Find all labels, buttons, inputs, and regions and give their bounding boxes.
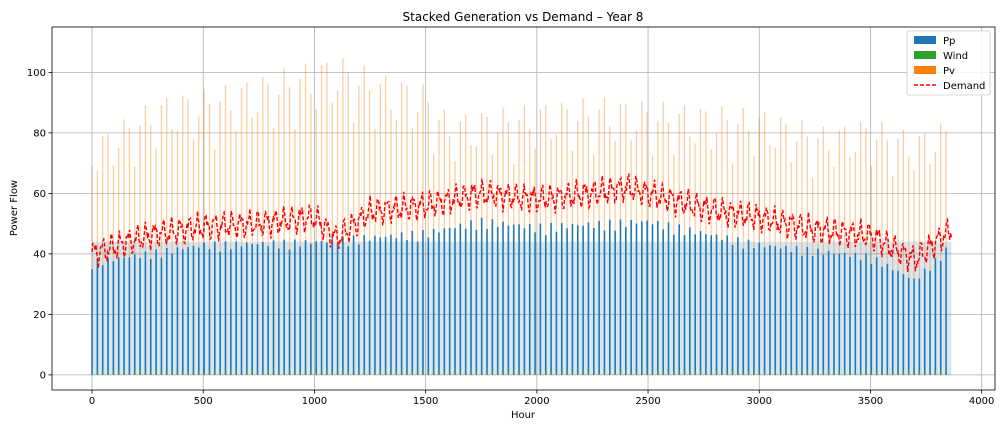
y-tick-label: 40 bbox=[33, 249, 46, 260]
bar-series-group bbox=[91, 58, 952, 375]
legend-label-pv: Pv bbox=[943, 66, 955, 77]
demand-line-group bbox=[91, 173, 953, 273]
y-tick-label: 80 bbox=[33, 128, 46, 139]
x-axis-label: Hour bbox=[511, 410, 536, 421]
x-tick-label: 500 bbox=[194, 396, 213, 407]
wind-bars bbox=[91, 370, 947, 375]
x-tick-label: 2000 bbox=[524, 396, 549, 407]
legend-swatch-pv bbox=[914, 66, 936, 74]
plot-frame bbox=[51, 26, 996, 391]
legend: Pp Wind Pv Demand bbox=[906, 30, 991, 96]
legend-box bbox=[906, 30, 991, 96]
y-axis-label: Power Flow bbox=[9, 180, 20, 236]
x-tick-label: 2500 bbox=[635, 396, 660, 407]
y-tick-label: 60 bbox=[33, 189, 46, 200]
legend-label-pp: Pp bbox=[943, 36, 955, 47]
legend-swatch-pp bbox=[914, 36, 936, 44]
x-tick-label: 3000 bbox=[747, 396, 772, 407]
x-tick-label: 1500 bbox=[413, 396, 438, 407]
y-tick-label: 100 bbox=[27, 68, 46, 79]
x-tick-label: 1000 bbox=[302, 396, 327, 407]
legend-swatch-wind bbox=[914, 51, 936, 59]
x-tick-label: 3500 bbox=[858, 396, 883, 407]
y-tick-label: 20 bbox=[33, 310, 46, 321]
pp-bars bbox=[91, 217, 947, 375]
pp-shading bbox=[92, 241, 952, 375]
x-tick-label: 0 bbox=[89, 396, 95, 407]
legend-label-wind: Wind bbox=[943, 51, 968, 62]
pv-bars bbox=[91, 58, 947, 279]
x-tick-label: 4000 bbox=[969, 396, 994, 407]
axis-ticks: 0 500 1000 1500 2000 2500 3000 3500 4000 0 20 40 60 8… bbox=[27, 68, 994, 407]
chart-title: Stacked Generation vs Demand – Year 8 bbox=[403, 10, 644, 24]
y-tick-label: 0 bbox=[40, 370, 46, 381]
demand-line bbox=[91, 173, 953, 273]
legend-label-demand: Demand bbox=[943, 81, 985, 92]
